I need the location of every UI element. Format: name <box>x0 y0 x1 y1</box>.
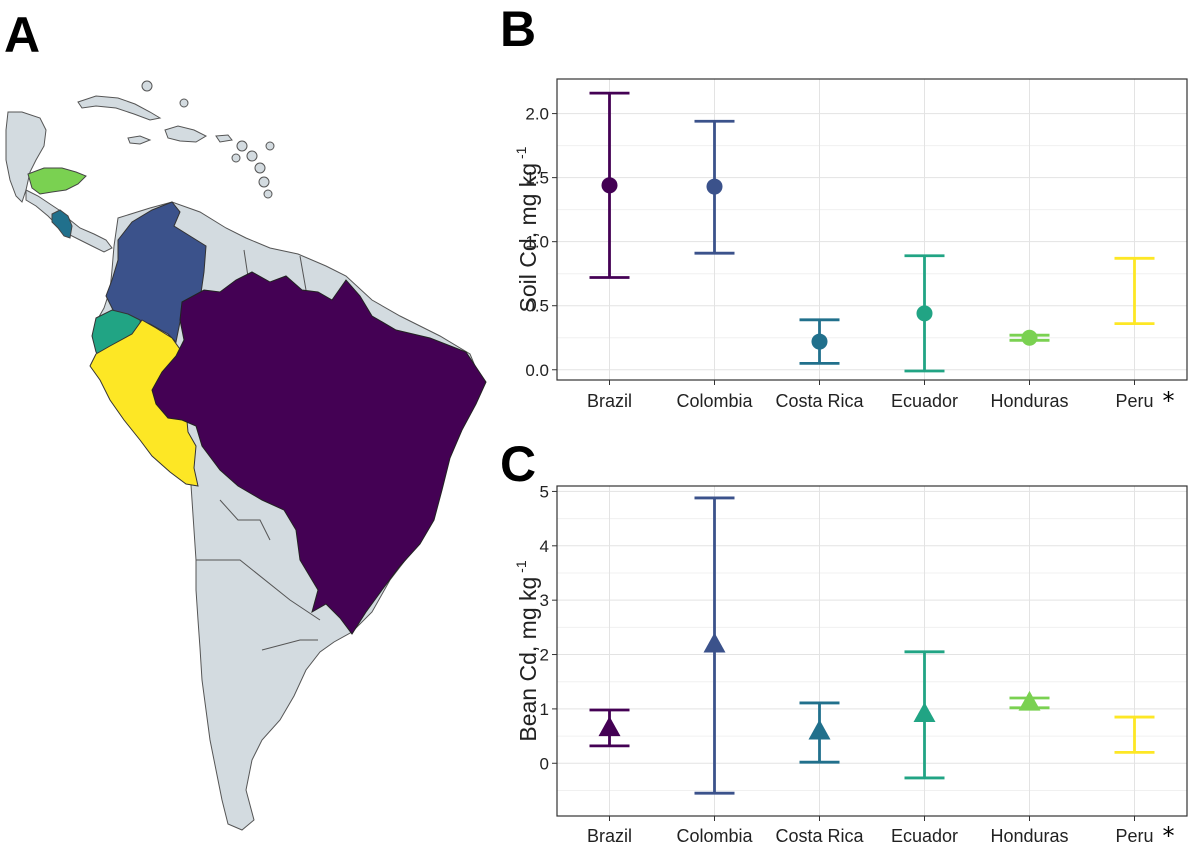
map-country-costa-rica <box>51 209 73 239</box>
chart-b-point-colombia <box>706 178 723 195</box>
chart-b-category-label-brazil: Brazil <box>587 391 632 411</box>
chart-c-ytick-label: 3 <box>540 591 549 610</box>
chart-c-point-honduras <box>1018 690 1041 711</box>
chart-b-point-brazil <box>601 177 618 194</box>
chart-b-ylabel-superscript: -1 <box>513 146 529 163</box>
chart-c-ytick-label: 1 <box>540 700 549 719</box>
chart-c-ytick-label: 2 <box>540 646 549 665</box>
map-border <box>219 499 271 541</box>
chart-c: 0 1 2 3 4 5 Brazil Colombia Costa Rica Ecuador Hon… <box>513 482 1188 850</box>
island-hispaniola <box>164 125 208 143</box>
map-border <box>196 559 321 621</box>
panel-b-letter: B <box>500 1 536 57</box>
chart-c-point-colombia <box>703 632 726 653</box>
chart-c-ylabel: Bean Cd, mg kg -1 <box>513 560 541 741</box>
chart-c-category-label-peru: Peru <box>1115 826 1153 846</box>
island-small <box>236 140 248 152</box>
island-small <box>231 153 241 163</box>
chart-b-category-label-colombia: Colombia <box>676 391 753 411</box>
map-border <box>261 639 318 651</box>
chart-c-category-label-honduras: Honduras <box>990 826 1068 846</box>
island-small <box>254 162 266 174</box>
chart-c-category-label-colombia: Colombia <box>676 826 753 846</box>
chart-b-point-ecuador <box>916 305 933 322</box>
chart-c-ytick-label: 5 <box>540 482 549 501</box>
map-border <box>299 255 307 291</box>
chart-c-ylabel-superscript: -1 <box>513 560 529 577</box>
chart-b-category-label-peru: Peru <box>1115 391 1153 411</box>
chart-b-category-label-costa-rica: Costa Rica <box>775 391 864 411</box>
chart-c-category-label-ecuador: Ecuador <box>891 826 958 846</box>
map-panel-a <box>5 80 487 831</box>
chart-c-ylabel-text: Bean Cd, mg kg <box>515 577 541 742</box>
island-small <box>179 98 189 108</box>
island-puerto-rico <box>215 134 233 143</box>
chart-b-ytick-label: 1.0 <box>525 233 549 252</box>
island-small <box>246 150 258 162</box>
island-small <box>265 141 275 151</box>
land-central-america <box>5 111 47 203</box>
chart-b-ytick-label: 1.5 <box>525 169 549 188</box>
chart-c-ytick-label: 4 <box>540 537 549 556</box>
chart-c-point-costa-rica <box>808 719 831 740</box>
chart-b-ylabel-text: Soil Cd, mg kg <box>515 163 541 313</box>
panel-a-letter: A <box>4 7 40 63</box>
chart-b-point-honduras <box>1021 329 1038 346</box>
island-jamaica <box>127 135 152 145</box>
chart-c-frame <box>556 485 1188 817</box>
chart-c-category-suffix-peru: * <box>1163 822 1175 850</box>
chart-b-ytick-label: 0.5 <box>525 297 549 316</box>
panel-c-letter: C <box>500 436 536 492</box>
chart-b-ytick-label: 0.0 <box>525 361 549 380</box>
island-small <box>263 189 273 199</box>
map-country-honduras <box>27 167 87 195</box>
island-cuba <box>77 95 162 121</box>
chart-b-ytick-label: 2.0 <box>525 105 549 124</box>
chart-c-point-ecuador <box>913 702 936 723</box>
chart-b-category-suffix-peru: * <box>1163 387 1175 415</box>
chart-b: 0.0 0.5 1.0 1.5 2.0 Brazil Colombia Costa Rica E… <box>513 78 1188 415</box>
island-small <box>141 80 153 92</box>
chart-b-point-costa-rica <box>811 333 828 350</box>
chart-c-category-label-brazil: Brazil <box>587 826 632 846</box>
chart-c-point-brazil <box>598 716 621 737</box>
chart-c-category-label-costa-rica: Costa Rica <box>775 826 864 846</box>
chart-c-ytick-label: 0 <box>540 754 549 773</box>
chart-b-category-label-honduras: Honduras <box>990 391 1068 411</box>
chart-b-frame <box>556 78 1188 381</box>
chart-b-ylabel: Soil Cd, mg kg -1 <box>513 146 541 312</box>
map-country-brazil <box>151 271 487 635</box>
island-small <box>258 176 270 188</box>
chart-b-category-label-ecuador: Ecuador <box>891 391 958 411</box>
